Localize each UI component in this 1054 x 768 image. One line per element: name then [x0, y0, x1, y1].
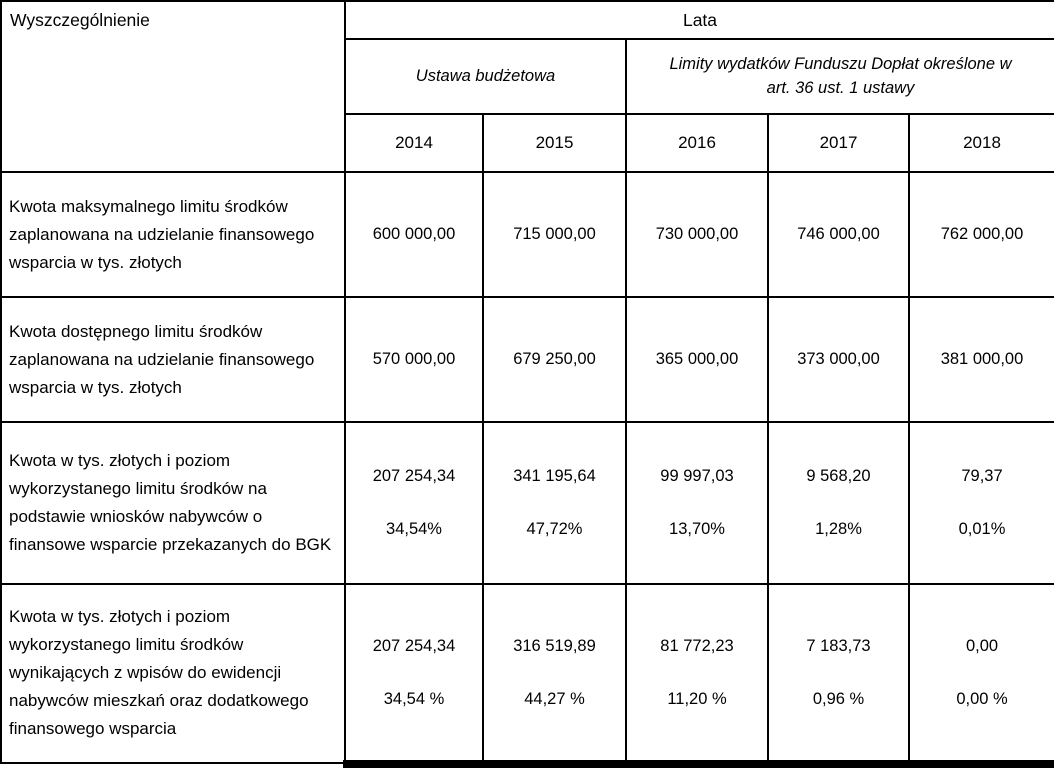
percent-value: 0,96 % — [812, 690, 865, 709]
corner-header: Wyszczególnienie — [0, 0, 346, 174]
table-row-available-limit: Kwota dostępnego limitu środków zaplanow… — [0, 296, 1054, 424]
year-header-2018: 2018 — [907, 112, 1054, 174]
value-cell: 316 519,89 44,27 % — [482, 582, 627, 765]
amount-value: 9 568,20 — [806, 466, 871, 485]
value-cell: 207 254,34 34,54% — [344, 421, 484, 585]
value-cell: 746 000,00 — [767, 171, 910, 299]
year-header-2017: 2017 — [767, 112, 910, 174]
percent-value: 0,00 % — [956, 690, 1008, 709]
amount-value: 7 183,73 — [806, 637, 871, 656]
value-cell: 0,00 0,00 % — [907, 582, 1054, 765]
percent-value: 44,27 % — [524, 690, 585, 709]
percent-value: 11,20 % — [667, 690, 727, 709]
percent-value: 47,72% — [526, 519, 583, 538]
year-header-2015: 2015 — [482, 112, 627, 174]
value-cell: 381 000,00 — [907, 296, 1054, 424]
group-header-limity-wydatkow: Limity wydatków Funduszu Dopłat określon… — [624, 38, 1054, 115]
value-cell: 730 000,00 — [625, 171, 769, 299]
value-cell: 81 772,23 11,20 % — [625, 582, 769, 765]
amount-value: 79,37 — [961, 466, 1003, 485]
table-row-max-limit: Kwota maksymalnego limitu środków zaplan… — [0, 171, 1054, 299]
value-cell: 99 997,03 13,70% — [625, 421, 769, 585]
value-cell: 365 000,00 — [625, 296, 769, 424]
row-label: Kwota maksymalnego limitu środków zaplan… — [0, 171, 346, 299]
bottom-thick-border — [343, 760, 1054, 768]
amount-value: 316 519,89 — [513, 637, 596, 656]
value-cell: 570 000,00 — [344, 296, 484, 424]
amount-value: 207 254,34 — [372, 466, 456, 485]
amount-value: 341 195,64 — [513, 466, 596, 485]
percent-value: 1,28% — [815, 519, 862, 538]
row-label: Kwota w tys. złotych i poziom wykorzysta… — [0, 421, 346, 585]
amount-value: 99 997,03 — [660, 466, 734, 485]
table-row-used-limit-registry: Kwota w tys. złotych i poziom wykorzysta… — [0, 582, 1054, 765]
percent-value: 34,54% — [386, 519, 442, 538]
row-label: Kwota w tys. złotych i poziom wykorzysta… — [0, 582, 346, 765]
header-row-lata: Wyszczególnienie Lata — [0, 0, 1054, 174]
amount-value: 81 772,23 — [660, 637, 734, 656]
value-cell: 679 250,00 — [482, 296, 627, 424]
value-cell: 79,37 0,01% — [907, 421, 1054, 585]
lata-header: Lata — [343, 0, 1054, 41]
group-header-ustawa-budzetowa: Ustawa budżetowa — [344, 38, 627, 115]
value-cell: 715 000,00 — [482, 171, 627, 299]
value-cell: 373 000,00 — [767, 296, 910, 424]
value-cell: 600 000,00 — [344, 171, 484, 299]
row-label: Kwota dostępnego limitu środków zaplanow… — [0, 296, 346, 424]
amount-value: 207 254,34 — [372, 637, 456, 656]
header-row-groups: Ustawa budżetowa Limity wydatków Fundusz… — [1, 38, 1054, 115]
year-header-2016: 2016 — [625, 112, 769, 174]
value-cell: 762 000,00 — [907, 171, 1054, 299]
percent-value: 13,70% — [669, 519, 725, 538]
amount-value: 0,00 — [965, 637, 999, 656]
value-cell: 341 195,64 47,72% — [482, 421, 627, 585]
percent-value: 34,54 % — [383, 690, 445, 709]
header-row-years: 2014 2015 2016 2017 2018 — [1, 112, 1054, 174]
table-row-used-limit-applications: Kwota w tys. złotych i poziom wykorzysta… — [0, 421, 1054, 585]
year-header-2014: 2014 — [344, 112, 484, 174]
value-cell: 9 568,20 1,28% — [767, 421, 910, 585]
percent-value: 0,01% — [958, 519, 1006, 538]
value-cell: 207 254,34 34,54 % — [344, 582, 484, 765]
value-cell: 7 183,73 0,96 % — [767, 582, 910, 765]
